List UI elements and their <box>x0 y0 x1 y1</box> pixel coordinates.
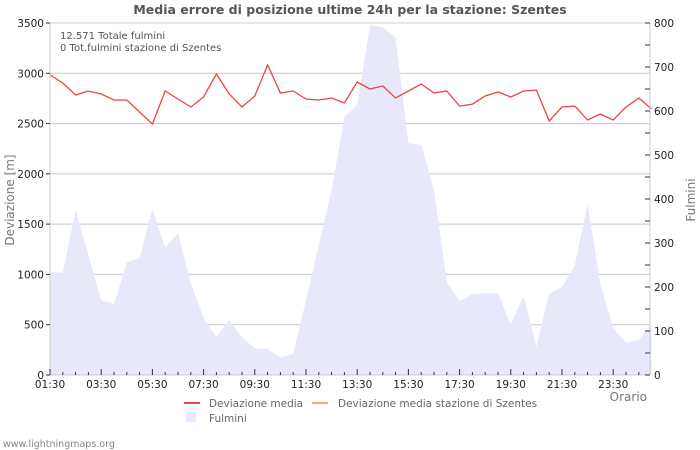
x-axis-label: Orario <box>610 390 647 404</box>
chart-title: Media errore di posizione ultime 24h per… <box>133 2 566 17</box>
right-axis-ticks: 0 100 200 300 400 500 600 700 800 <box>645 18 674 382</box>
y-tick-label: 2000 <box>17 169 44 181</box>
y-tick-label: 2500 <box>17 119 44 131</box>
x-tick-label: 23:30 <box>598 379 628 391</box>
x-axis-ticks: 01:30 03:30 05:30 07:30 09:30 11:30 13:30 15:30… <box>35 369 640 391</box>
y2-tick-label: 700 <box>654 62 674 74</box>
y2-tick-label: 600 <box>654 106 674 118</box>
legend-swatch-fulmini <box>186 412 196 422</box>
footer-credit: www.lightningmaps.org <box>3 439 115 450</box>
legend-label-fulmini: Fulmini <box>209 413 247 425</box>
x-tick-label: 21:30 <box>547 379 577 391</box>
y-tick-label: 3500 <box>17 18 44 30</box>
x-tick-label: 09:30 <box>240 379 270 391</box>
y2-tick-label: 800 <box>654 18 674 30</box>
y-tick-label: 1500 <box>17 219 44 231</box>
y2-axis-label: Fulmini <box>684 178 698 221</box>
x-tick-label: 11:30 <box>291 379 321 391</box>
x-tick-label: 07:30 <box>188 379 218 391</box>
y2-tick-label: 300 <box>654 238 674 250</box>
fulmini-area <box>50 25 652 375</box>
x-tick-label: 05:30 <box>137 379 167 391</box>
x-tick-label: 03:30 <box>86 379 116 391</box>
y-tick-label: 1000 <box>17 269 44 281</box>
y-tick-label: 0 <box>37 370 44 382</box>
x-tick-label: 01:30 <box>35 379 65 391</box>
y2-tick-label: 0 <box>654 370 661 382</box>
x-tick-label: 15:30 <box>393 379 423 391</box>
y2-tick-label: 500 <box>654 150 674 162</box>
left-axis-ticks: 0 500 1000 1500 2000 2500 3000 3500 <box>17 18 50 382</box>
legend-label-deviazione-stazione: Deviazione media stazione di Szentes <box>338 398 537 410</box>
y-tick-label: 500 <box>24 320 44 332</box>
y-tick-label: 3000 <box>17 68 44 80</box>
y2-tick-label: 200 <box>654 282 674 294</box>
deviazione-media-line <box>49 63 653 126</box>
x-tick-label: 17:30 <box>444 379 474 391</box>
legend: Deviazione media Deviazione media stazio… <box>184 398 537 425</box>
x-tick-label: 13:30 <box>342 379 372 391</box>
y2-tick-label: 400 <box>654 194 674 206</box>
legend-label-deviazione-media: Deviazione media <box>209 398 303 410</box>
y-axis-label: Deviazione [m] <box>3 154 17 245</box>
x-tick-label: 19:30 <box>496 379 526 391</box>
y2-tick-label: 100 <box>654 326 674 338</box>
info-total-strikes: 12.571 Totale fulmini <box>60 31 165 42</box>
info-station-strikes: 0 Tot.fulmini stazione di Szentes <box>60 43 221 54</box>
